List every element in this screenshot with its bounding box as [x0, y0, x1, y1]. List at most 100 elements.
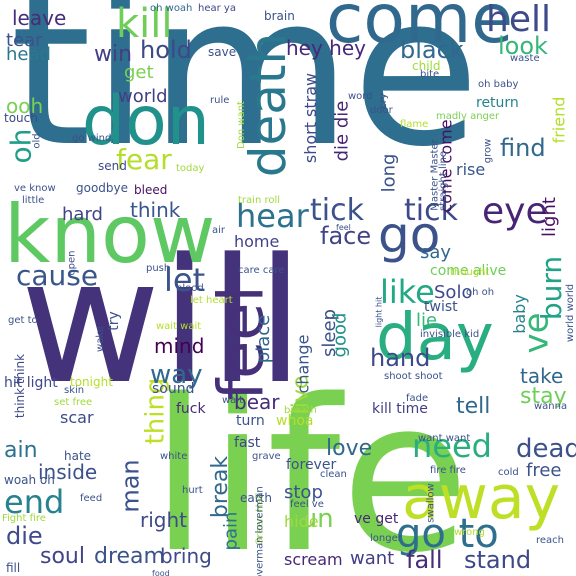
word: hear — [236, 197, 309, 235]
word: fuck — [176, 401, 206, 417]
word: Solo — [434, 282, 473, 303]
word: good — [329, 312, 351, 358]
word: hand — [370, 344, 431, 372]
word: stay — [520, 384, 567, 409]
word: time — [10, 0, 480, 193]
word: rise — [456, 160, 486, 179]
word: bring — [160, 544, 212, 568]
word: burn — [535, 255, 569, 321]
word: little — [22, 195, 45, 206]
word: hate — [64, 449, 92, 463]
word: open — [66, 250, 78, 276]
word: world — [118, 86, 168, 107]
word: fade — [406, 393, 429, 404]
word: die die — [331, 100, 353, 162]
word: let heart — [190, 295, 233, 306]
word: need — [412, 427, 492, 465]
word: ve know — [14, 183, 56, 194]
word: think — [130, 198, 181, 222]
word: breath — [284, 405, 317, 416]
word: tonight — [70, 375, 113, 389]
word: light — [538, 197, 560, 237]
word: short straw — [301, 72, 321, 164]
word: look — [498, 32, 548, 60]
word: hide — [284, 512, 319, 531]
word: ooh — [6, 94, 44, 118]
word: go — [378, 206, 441, 264]
word: invisible kid — [420, 329, 480, 340]
word: longer — [370, 533, 402, 544]
word: food — [152, 569, 170, 576]
word: light hit — [374, 296, 384, 328]
word: get — [124, 62, 154, 83]
word: eye — [482, 191, 548, 232]
word: rule — [210, 95, 230, 106]
word: wait wait — [156, 321, 202, 332]
word: stop — [284, 482, 323, 503]
word: cause — [16, 259, 99, 292]
word: wake — [94, 326, 106, 352]
word: hard — [62, 204, 103, 225]
word: woah oh — [4, 473, 55, 487]
word: lie — [416, 310, 438, 331]
word: free — [526, 460, 562, 481]
word: skin — [64, 385, 85, 396]
word: hit light — [4, 375, 58, 391]
word: air — [212, 225, 226, 236]
word: feel ve — [290, 499, 324, 510]
word: tick — [310, 193, 364, 228]
word: shoot shoot — [384, 371, 443, 382]
word: feel — [336, 223, 351, 232]
word: sound — [152, 381, 195, 397]
word: tick — [404, 193, 458, 228]
word: will — [20, 221, 305, 422]
word: ve get — [354, 511, 399, 527]
word: hurt — [182, 485, 203, 496]
word: end — [4, 483, 65, 521]
word: feed — [80, 493, 103, 504]
word: brain — [264, 9, 295, 23]
word: come — [326, 0, 514, 59]
word: want — [350, 548, 395, 569]
word: want want — [418, 433, 471, 444]
word: oh woah — [150, 3, 193, 14]
word: don — [82, 82, 210, 161]
word: die — [6, 522, 43, 550]
word: tear — [6, 30, 43, 51]
word: place — [253, 314, 275, 364]
word: life — [150, 354, 470, 576]
word: dead — [516, 434, 576, 464]
word: straight line — [437, 151, 449, 211]
word: madly anger — [436, 111, 500, 122]
word: goodbye — [76, 181, 129, 195]
word: win — [94, 42, 133, 67]
word: let — [164, 261, 206, 299]
word: white — [160, 451, 188, 462]
word: mind — [154, 334, 205, 358]
word: way — [150, 360, 203, 390]
word: cold — [498, 467, 519, 478]
word: ain — [4, 438, 38, 463]
word: face — [320, 222, 372, 250]
word: grow — [482, 138, 494, 164]
word: fear — [116, 143, 172, 176]
word: kill time — [372, 401, 428, 417]
word: wait — [222, 395, 244, 406]
word: hear ya — [198, 3, 236, 14]
word: grave — [252, 451, 281, 462]
word: take — [520, 364, 564, 388]
word: leave — [12, 6, 67, 30]
word: hold — [140, 36, 192, 64]
word: save — [208, 45, 237, 59]
word: find — [500, 134, 546, 162]
word: touch — [4, 111, 38, 125]
word: black — [400, 36, 464, 64]
word: twist — [424, 299, 458, 315]
word: bear — [234, 390, 280, 414]
word: go to — [396, 511, 499, 557]
word: tell — [456, 394, 491, 419]
word: day — [376, 301, 494, 375]
word: child — [412, 59, 441, 73]
word: forever — [286, 457, 337, 473]
word: push — [146, 263, 171, 274]
